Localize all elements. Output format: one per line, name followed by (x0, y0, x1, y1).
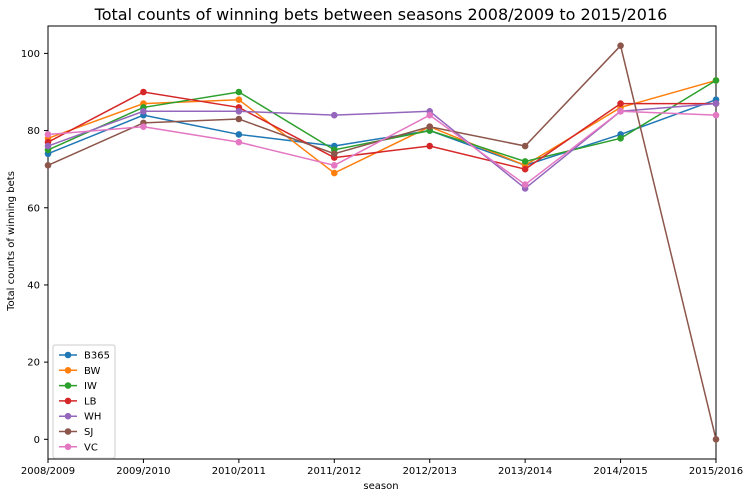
data-point-bw (330, 169, 338, 177)
y-tick-label: 80 (27, 126, 40, 137)
data-point-sj (330, 150, 338, 158)
data-point-bw (235, 96, 243, 104)
series-line-sj (47, 44, 717, 440)
legend-label: IW (84, 381, 97, 392)
data-point-vc (44, 131, 52, 138)
data-point-sj (426, 123, 434, 131)
legend-marker (64, 351, 72, 359)
legend-marker (64, 428, 72, 435)
data-point-iw (712, 77, 720, 84)
x-tick-label: 2014/2015 (593, 466, 647, 477)
data-point-lb (521, 165, 529, 173)
x-tick-label: 2009/2010 (116, 466, 170, 477)
legend-marker (64, 443, 72, 451)
x-tick-label: 2010/2011 (212, 466, 266, 477)
data-point-wh (712, 100, 720, 107)
data-point-b365 (235, 131, 243, 138)
data-point-sj (44, 162, 52, 169)
data-point-wh (330, 111, 338, 119)
legend: B365 BW IW LB WH SJ VC (52, 344, 116, 459)
x-tick-label: 2013/2014 (498, 466, 552, 477)
legend-label: WH (84, 412, 101, 423)
data-point-wh (140, 107, 147, 115)
data-point-iw (617, 135, 624, 142)
y-tick-label: 40 (27, 280, 40, 291)
data-point-lb (426, 142, 434, 150)
x-tick-label: 2008/2009 (21, 466, 75, 477)
legend-marker (64, 382, 72, 389)
data-point-sj (712, 436, 720, 443)
data-point-vc (140, 123, 147, 131)
data-point-wh (235, 107, 243, 115)
x-axis-label: season (363, 481, 398, 492)
series-line-lb (47, 91, 716, 170)
legend-label: VC (84, 442, 98, 453)
x-tick-label: 2012/2013 (403, 466, 457, 477)
data-point-sj (521, 142, 529, 150)
legend-label: SJ (84, 427, 93, 438)
y-axis-label: Total counts of winning bets (6, 171, 17, 312)
data-point-vc (617, 107, 624, 115)
data-point-vc (235, 138, 243, 146)
data-point-vc (521, 181, 529, 188)
data-point-sj (617, 42, 624, 49)
legend-marker (64, 397, 72, 405)
series-line-bw (47, 79, 717, 174)
series-line-vc (47, 110, 717, 186)
chart-title: Total counts of winning bets between sea… (94, 5, 668, 24)
data-point-iw (235, 88, 243, 96)
series-line-b365 (47, 99, 717, 167)
data-point-iw (521, 158, 529, 165)
data-point-wh (44, 142, 52, 150)
y-tick-label: 0 (34, 435, 40, 446)
data-point-vc (426, 111, 434, 119)
x-tick-label: 2015/2016 (689, 466, 743, 477)
y-tick-label: 20 (27, 358, 40, 369)
plot-frame (47, 25, 717, 460)
legend-label: LB (84, 396, 97, 407)
data-point-lb (140, 88, 147, 96)
data-point-vc (712, 111, 720, 119)
y-tick-label: 60 (27, 203, 40, 214)
data-point-lb (617, 100, 624, 107)
legend-label: B365 (84, 351, 110, 362)
data-point-sj (235, 115, 243, 123)
x-tick-label: 2011/2012 (307, 466, 361, 477)
plot-area: 0 20 40 60 80 100 2008/2009 2009/2010 2010/2011 2… (21, 25, 743, 477)
legend-label: BW (84, 366, 101, 377)
legend-marker (64, 412, 72, 420)
legend-marker (64, 367, 72, 374)
data-point-vc (330, 162, 338, 169)
y-tick-label: 100 (21, 49, 40, 60)
